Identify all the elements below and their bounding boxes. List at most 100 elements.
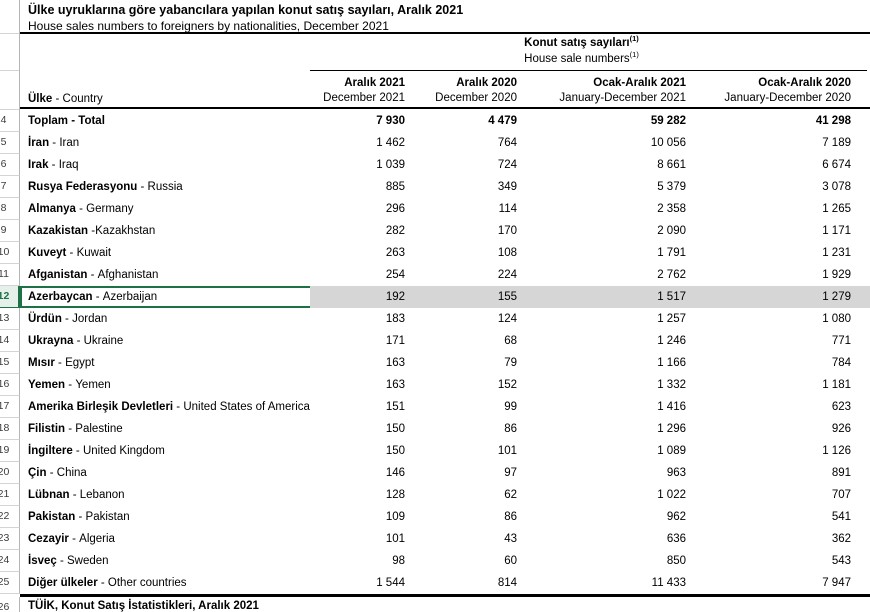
value-cell[interactable]: 150 (385, 423, 405, 435)
value-cell[interactable]: 707 (831, 489, 851, 501)
row-number[interactable]: 13 (0, 308, 20, 330)
value-cell[interactable]: 183 (385, 313, 405, 325)
value-cell[interactable]: 5 379 (657, 181, 686, 193)
row-number[interactable] (0, 71, 19, 110)
row-number[interactable]: 15 (0, 352, 20, 374)
row-number[interactable]: 5 (0, 132, 20, 154)
value-cell[interactable]: 764 (497, 137, 517, 149)
row-number[interactable]: 19 (0, 440, 20, 462)
value-cell[interactable]: 163 (385, 357, 405, 369)
value-cell[interactable]: 128 (385, 489, 405, 501)
value-cell[interactable]: 59 282 (650, 115, 686, 127)
value-cell[interactable]: 11 433 (651, 577, 686, 589)
value-cell[interactable]: 1 231 (822, 247, 851, 259)
value-cell[interactable]: 814 (497, 577, 517, 589)
value-cell[interactable]: 6 674 (822, 159, 851, 171)
country-cell[interactable]: İsveç - Sweden (20, 550, 310, 572)
row-number[interactable]: 14 (0, 330, 20, 352)
value-cell[interactable]: 109 (385, 511, 405, 523)
country-cell[interactable]: Amerika Birleşik Devletleri - United Sta… (20, 396, 310, 418)
country-cell[interactable]: Ürdün - Jordan (20, 308, 310, 330)
country-cell[interactable]: Irak - Iraq (20, 154, 310, 176)
country-cell[interactable]: Mısır - Egypt (20, 352, 310, 374)
value-cell[interactable]: 2 090 (657, 225, 686, 237)
value-cell[interactable]: 101 (497, 445, 517, 457)
value-cell[interactable]: 963 (666, 467, 686, 479)
country-cell[interactable]: Rusya Federasyonu - Russia (20, 176, 310, 198)
country-cell[interactable]: Cezayir - Algeria (20, 528, 310, 550)
value-cell[interactable]: 1 126 (822, 445, 851, 457)
value-cell[interactable]: 724 (497, 159, 517, 171)
row-number[interactable] (0, 34, 19, 71)
country-cell[interactable]: İngiltere - United Kingdom (20, 440, 310, 462)
value-cell[interactable]: 7 947 (822, 577, 851, 589)
value-cell[interactable]: 10 056 (650, 137, 686, 149)
country-cell[interactable]: Toplam - Total (20, 110, 310, 132)
value-cell[interactable]: 1 462 (376, 137, 405, 149)
row-number[interactable]: 18 (0, 418, 20, 440)
value-cell[interactable]: 79 (504, 357, 517, 369)
row-number[interactable]: 16 (0, 374, 20, 396)
country-cell[interactable]: Ukrayna - Ukraine (20, 330, 310, 352)
country-cell[interactable]: Lübnan - Lebanon (20, 484, 310, 506)
value-cell[interactable]: 8 661 (657, 159, 686, 171)
country-cell[interactable]: Almanya - Germany (20, 198, 310, 220)
row-number[interactable]: 22 (0, 506, 20, 528)
value-cell[interactable]: 850 (666, 555, 686, 567)
row-number[interactable]: 12 (0, 286, 20, 308)
column-header[interactable]: Aralık 2021 December 2021 (310, 75, 407, 107)
value-cell[interactable]: 891 (831, 467, 851, 479)
row-number[interactable]: 8 (0, 198, 20, 220)
value-cell[interactable]: 784 (831, 357, 851, 369)
row-number[interactable]: 10 (0, 242, 20, 264)
value-cell[interactable]: 1 332 (657, 379, 686, 391)
value-cell[interactable]: 101 (385, 533, 405, 545)
value-cell[interactable]: 98 (392, 555, 405, 567)
row-number[interactable]: 7 (0, 176, 20, 198)
value-cell[interactable]: 4 479 (488, 115, 517, 127)
value-cell[interactable]: 86 (504, 511, 517, 523)
value-cell[interactable]: 170 (497, 225, 517, 237)
row-header-label[interactable]: Ülke - Country (20, 75, 310, 107)
country-cell[interactable]: Yemen - Yemen (20, 374, 310, 396)
value-cell[interactable]: 1 246 (657, 335, 686, 347)
value-cell[interactable]: 108 (497, 247, 517, 259)
column-header[interactable]: Aralık 2020 December 2020 (407, 75, 519, 107)
row-number[interactable]: 6 (0, 154, 20, 176)
value-cell[interactable]: 1 166 (657, 357, 686, 369)
value-cell[interactable]: 282 (385, 225, 405, 237)
row-number[interactable]: 4 (0, 110, 20, 132)
country-cell[interactable]: Çin - China (20, 462, 310, 484)
value-cell[interactable]: 1 296 (657, 423, 686, 435)
value-cell[interactable]: 192 (310, 286, 407, 308)
value-cell[interactable]: 1 039 (376, 159, 405, 171)
value-cell[interactable]: 926 (831, 423, 851, 435)
country-cell[interactable]: İran - Iran (20, 132, 310, 154)
value-cell[interactable]: 1 171 (822, 225, 851, 237)
value-cell[interactable]: 1 791 (657, 247, 686, 259)
value-cell[interactable]: 1 257 (657, 313, 686, 325)
value-cell[interactable]: 296 (385, 203, 405, 215)
value-cell[interactable]: 43 (504, 533, 517, 545)
country-cell[interactable]: Diğer ülkeler - Other countries (20, 572, 310, 594)
row-number[interactable]: 21 (0, 484, 20, 506)
column-header[interactable]: Ocak-Aralık 2020 January-December 2020 (688, 75, 853, 107)
value-cell[interactable]: 1 089 (657, 445, 686, 457)
country-cell[interactable]: Kuveyt - Kuwait (20, 242, 310, 264)
value-cell[interactable]: 224 (497, 269, 517, 281)
country-cell[interactable]: Kazakistan - Kazakhstan (20, 220, 310, 242)
row-number[interactable]: 17 (0, 396, 20, 418)
country-cell[interactable]: Pakistan - Pakistan (20, 506, 310, 528)
row-number[interactable]: 20 (0, 462, 20, 484)
value-cell[interactable]: 2 762 (657, 269, 686, 281)
value-cell[interactable]: 623 (831, 401, 851, 413)
value-cell[interactable]: 68 (504, 335, 517, 347)
value-cell[interactable]: 362 (831, 533, 851, 545)
value-cell[interactable]: 771 (831, 335, 851, 347)
row-number[interactable]: 26 (0, 597, 20, 612)
value-cell[interactable]: 41 298 (815, 115, 851, 127)
value-cell[interactable]: 349 (497, 181, 517, 193)
country-cell[interactable]: Filistin - Palestine (20, 418, 310, 440)
value-cell[interactable]: 885 (385, 181, 405, 193)
row-number[interactable]: 25 (0, 572, 20, 594)
